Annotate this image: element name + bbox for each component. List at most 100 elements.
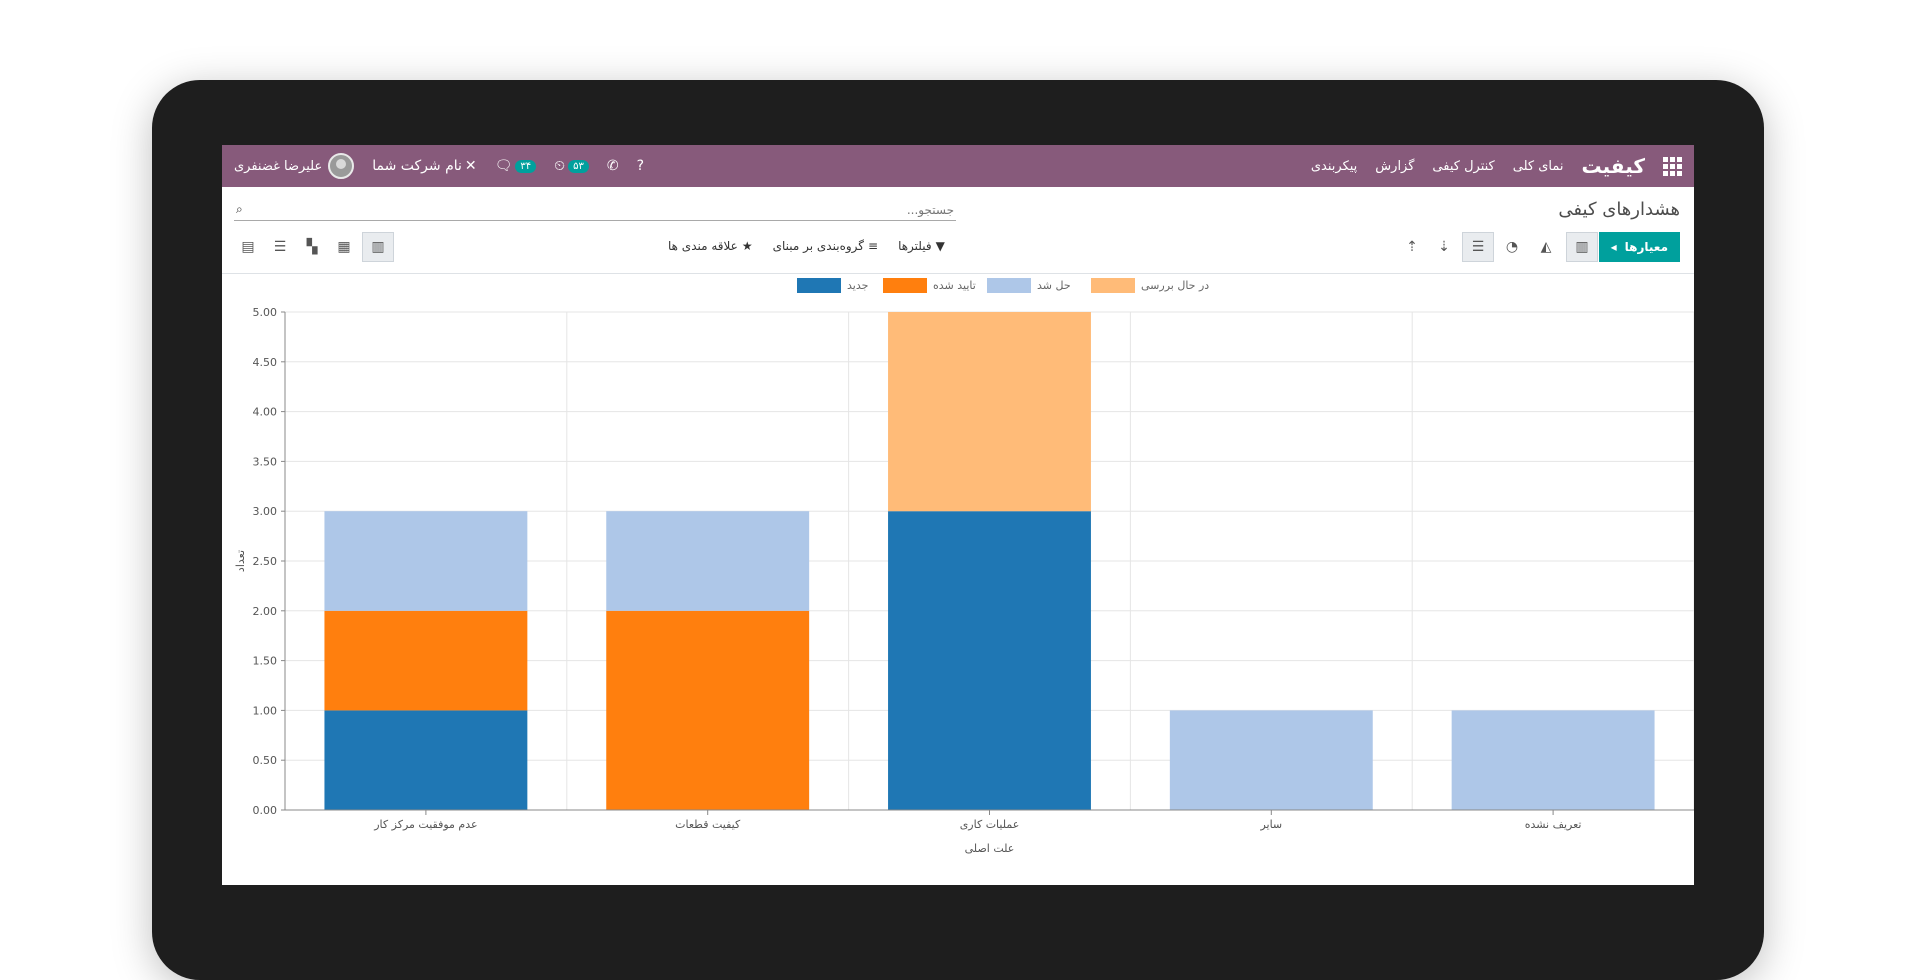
- x-tick-label: کیفیت قطعات: [675, 818, 741, 831]
- messages-menu[interactable]: 🗨 ۳۴: [495, 158, 537, 174]
- kanban-view-button[interactable]: ▚: [296, 232, 328, 262]
- y-axis-title: تعداد: [234, 550, 247, 572]
- bar-segment: [324, 610, 528, 711]
- pie-chart-button[interactable]: ◔: [1496, 232, 1528, 262]
- bar-segment: [606, 610, 810, 810]
- phone-button[interactable]: ✆: [607, 158, 619, 174]
- caret-left-icon: ◂: [1610, 240, 1617, 254]
- measures-label: معیارها: [1624, 240, 1668, 254]
- chart-bars: [324, 312, 1655, 810]
- database-icon: ☰: [1471, 239, 1485, 255]
- x-tick-label: سایر: [1259, 818, 1282, 831]
- kanban-icon: ▚: [306, 239, 318, 255]
- legend-swatch: [1091, 278, 1135, 293]
- y-tick-label: 2.50: [253, 555, 278, 568]
- legend-item: حل شد: [987, 278, 1071, 293]
- legend-label: در حال بررسی: [1141, 279, 1209, 292]
- chart-axes: 0.00 0.50 1.00 1.50 2.00 2.50 3.00 3.50 4.00 4.50…: [234, 306, 1694, 855]
- user-menu[interactable]: علیرضا غضنفری: [234, 153, 355, 179]
- app-menu: کیفیت نمای کلی کنترل کیفی گزارش پیکربندی: [1311, 145, 1682, 187]
- line-chart-button[interactable]: ◭: [1530, 232, 1562, 262]
- user-name: علیرضا غضنفری: [234, 158, 323, 174]
- bar-segment: [888, 511, 1091, 810]
- list-view-button[interactable]: ☰: [264, 232, 296, 262]
- sort-asc-icon: ⇡: [1406, 239, 1418, 255]
- x-axis-title: علت اصلی: [965, 842, 1015, 855]
- app-brand[interactable]: کیفیت: [1581, 154, 1645, 178]
- tools-icon: ✕: [464, 158, 477, 174]
- calendar-icon: ▤: [241, 239, 255, 255]
- filters-dropdown[interactable]: ▼ فیلترها: [898, 239, 945, 253]
- y-tick-label: 1.50: [253, 655, 278, 668]
- table-icon: ▦: [337, 239, 351, 255]
- messages-badge: ۳۴: [515, 159, 537, 173]
- menu-item-configuration[interactable]: پیکربندی: [1310, 158, 1358, 174]
- calendar-view-button[interactable]: ▤: [232, 232, 264, 262]
- favorites-dropdown[interactable]: ★ علاقه مندی ها: [668, 239, 753, 253]
- stacked-button[interactable]: ☰: [1462, 232, 1494, 262]
- filter-icon: ▼: [935, 239, 945, 253]
- control-panel: هشدارهای کیفی ⌕ ◂ معیارها ▥ ◭ ◔ ☰ ⇣ ⇡ ▼ف…: [222, 187, 1694, 274]
- company-switcher[interactable]: نام شرکت شما ✕: [372, 158, 476, 174]
- y-tick-label: 2.00: [253, 605, 278, 618]
- menu-item-quality-control[interactable]: کنترل کیفی: [1432, 158, 1495, 174]
- star-icon: ★: [741, 239, 753, 253]
- groupby-label: گروه‌بندی بر مبنای: [772, 239, 864, 253]
- bar-segment: [606, 511, 810, 611]
- legend-label: تایید شده: [933, 279, 976, 292]
- search-icon[interactable]: ⌕: [236, 202, 243, 216]
- graph-view-icon: ▥: [371, 239, 385, 255]
- legend-swatch: [883, 278, 927, 293]
- apps-grid-icon[interactable]: [1663, 156, 1682, 176]
- sort-desc-icon: ⇣: [1438, 239, 1450, 255]
- systray: علیرضا غضنفری نام شرکت شما ✕ 🗨 ۳۴ ⏲ ۵۳ ✆…: [234, 145, 644, 187]
- favorites-label: علاقه مندی ها: [668, 239, 738, 253]
- app-screen: علیرضا غضنفری نام شرکت شما ✕ 🗨 ۳۴ ⏲ ۵۳ ✆…: [222, 145, 1694, 885]
- legend-swatch: [987, 278, 1031, 293]
- area-chart-icon: ◭: [1540, 239, 1552, 255]
- legend-item: تایید شده: [883, 278, 976, 293]
- menu-item-overview[interactable]: نمای کلی: [1512, 158, 1564, 174]
- legend-item: در حال بررسی: [1091, 278, 1209, 293]
- y-tick-label: 3.00: [253, 505, 278, 518]
- search-input[interactable]: [234, 203, 956, 217]
- bar-segment: [1169, 710, 1373, 810]
- pie-chart-icon: ◔: [1505, 239, 1519, 255]
- y-tick-label: 3.50: [253, 455, 278, 468]
- y-tick-label: 0.50: [253, 754, 278, 767]
- filters-label: فیلترها: [898, 239, 932, 253]
- activities-badge: ۵۳: [568, 159, 589, 173]
- avatar: [328, 153, 355, 179]
- bar-segment: [1451, 710, 1655, 810]
- bar-chart-icon: ▥: [1575, 239, 1589, 255]
- list-icon: ≡: [868, 239, 879, 253]
- help-button[interactable]: ?: [637, 158, 644, 174]
- company-name: نام شرکت شما: [372, 158, 462, 174]
- bar-segment: [888, 312, 1091, 512]
- sort-ascending-button[interactable]: ⇡: [1396, 232, 1428, 262]
- y-tick-label: 1.00: [253, 704, 278, 717]
- groupby-dropdown[interactable]: ≡ گروه‌بندی بر مبنای: [773, 239, 878, 253]
- chat-icon: 🗨: [494, 158, 513, 174]
- legend-item: جدید: [797, 278, 868, 293]
- bar-segment: [324, 511, 528, 611]
- bar-chart-button[interactable]: ▥: [1566, 232, 1598, 262]
- bar-chart: جدید تایید شده حل شد در حال بررسی 0.00 0.50 1…: [234, 278, 1694, 855]
- x-tick-label: عدم موفقیت مرکز کار: [373, 818, 477, 831]
- x-tick-label: عملیات کاری: [960, 818, 1020, 831]
- measures-button[interactable]: ◂ معیارها: [1598, 232, 1680, 262]
- y-tick-label: 5.00: [253, 306, 278, 319]
- phone-icon: ✆: [606, 158, 619, 174]
- menu-item-reporting[interactable]: گزارش: [1375, 158, 1415, 174]
- sort-descending-button[interactable]: ⇣: [1428, 232, 1460, 262]
- graph-area: جدید تایید شده حل شد در حال بررسی 0.00 0.50 1…: [232, 274, 1694, 885]
- chart-legend: جدید تایید شده حل شد در حال بررسی: [797, 278, 1209, 293]
- legend-swatch: [797, 278, 841, 293]
- y-tick-label: 4.00: [253, 406, 278, 419]
- help-icon: ?: [636, 158, 645, 174]
- pivot-view-button[interactable]: ▦: [328, 232, 360, 262]
- graph-view-button[interactable]: ▥: [362, 232, 394, 262]
- y-tick-label: 4.50: [253, 356, 278, 369]
- activities-menu[interactable]: ⏲ ۵۳: [554, 158, 589, 174]
- page-title: هشدارهای کیفی: [1558, 199, 1680, 220]
